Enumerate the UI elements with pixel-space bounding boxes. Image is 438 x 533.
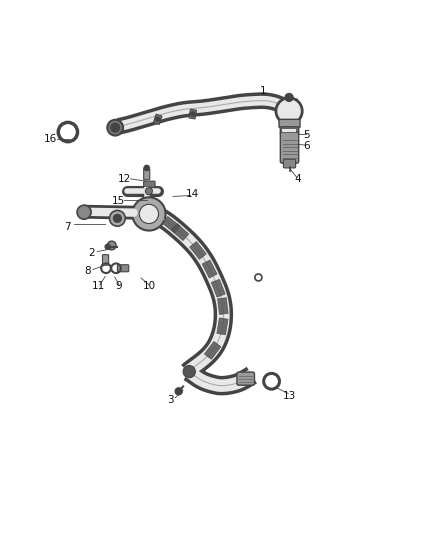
Circle shape bbox=[132, 197, 166, 231]
Circle shape bbox=[139, 204, 159, 223]
Text: 15: 15 bbox=[112, 196, 125, 206]
Circle shape bbox=[276, 98, 302, 124]
Circle shape bbox=[155, 117, 160, 122]
FancyBboxPatch shape bbox=[144, 181, 155, 187]
Text: 6: 6 bbox=[303, 141, 310, 151]
Circle shape bbox=[145, 188, 152, 195]
Circle shape bbox=[285, 93, 293, 101]
Text: 3: 3 bbox=[167, 395, 174, 405]
Bar bbox=[189, 109, 197, 119]
Text: 8: 8 bbox=[84, 266, 91, 276]
FancyBboxPatch shape bbox=[237, 372, 254, 385]
Text: 1: 1 bbox=[259, 86, 266, 96]
Bar bbox=[217, 318, 228, 335]
Text: 11: 11 bbox=[92, 281, 105, 291]
Bar bbox=[218, 298, 228, 314]
Bar bbox=[153, 114, 162, 124]
FancyBboxPatch shape bbox=[282, 128, 297, 133]
Circle shape bbox=[77, 205, 91, 219]
Text: 16: 16 bbox=[44, 134, 57, 144]
Text: 7: 7 bbox=[64, 222, 71, 232]
Bar bbox=[190, 241, 206, 260]
Bar bbox=[205, 342, 221, 359]
FancyBboxPatch shape bbox=[279, 119, 300, 128]
FancyBboxPatch shape bbox=[280, 127, 299, 134]
Bar bbox=[171, 223, 189, 240]
Text: 9: 9 bbox=[115, 281, 122, 291]
Circle shape bbox=[191, 112, 195, 116]
FancyBboxPatch shape bbox=[117, 265, 129, 272]
FancyBboxPatch shape bbox=[283, 159, 296, 168]
Circle shape bbox=[107, 241, 116, 250]
Text: 13: 13 bbox=[283, 391, 296, 401]
Text: 12: 12 bbox=[118, 174, 131, 184]
Text: 2: 2 bbox=[88, 248, 95, 259]
Circle shape bbox=[111, 123, 120, 132]
Text: 14: 14 bbox=[186, 189, 199, 199]
Circle shape bbox=[175, 388, 182, 395]
FancyBboxPatch shape bbox=[102, 255, 109, 265]
Text: 10: 10 bbox=[142, 281, 155, 291]
Bar bbox=[211, 279, 225, 297]
Circle shape bbox=[113, 214, 121, 222]
FancyBboxPatch shape bbox=[280, 132, 299, 163]
Text: 5: 5 bbox=[303, 130, 310, 140]
Circle shape bbox=[107, 120, 123, 135]
Circle shape bbox=[183, 366, 195, 378]
Circle shape bbox=[110, 211, 125, 226]
Bar bbox=[162, 216, 180, 233]
Text: 4: 4 bbox=[294, 174, 301, 184]
FancyBboxPatch shape bbox=[144, 168, 150, 180]
Circle shape bbox=[144, 165, 149, 171]
Circle shape bbox=[105, 244, 110, 249]
Bar bbox=[202, 260, 217, 278]
